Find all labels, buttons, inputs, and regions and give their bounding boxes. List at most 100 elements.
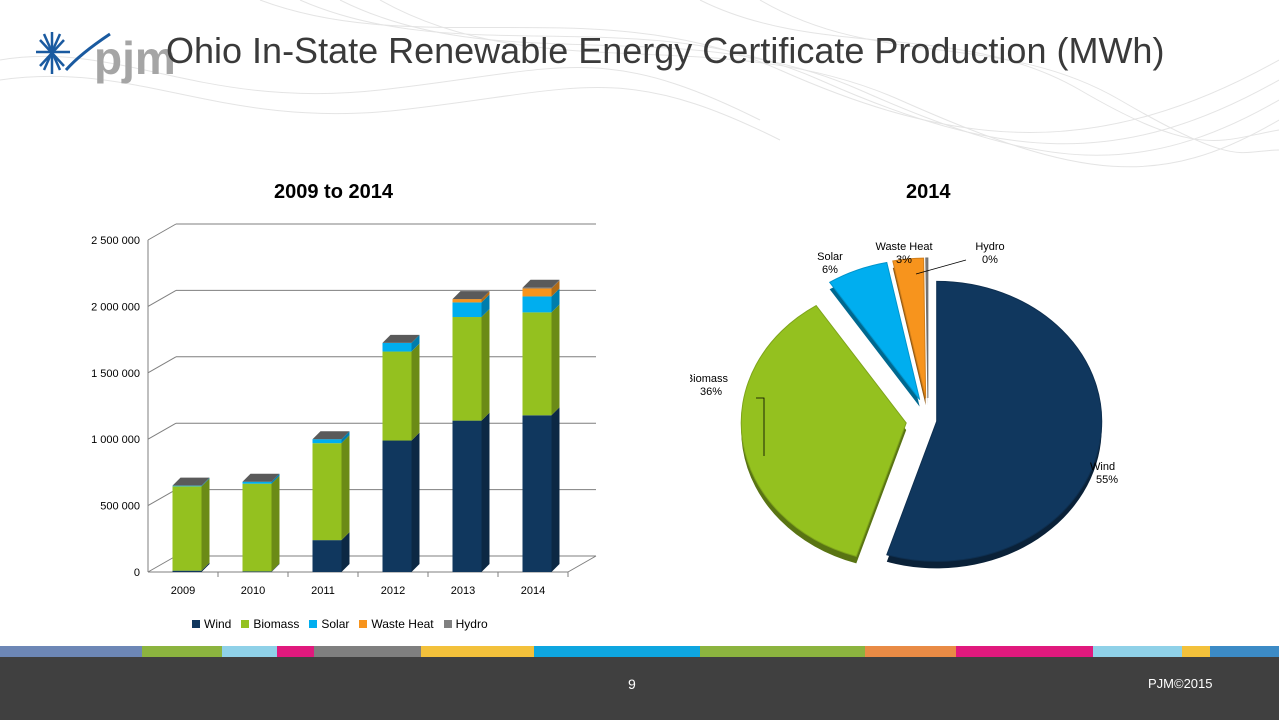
stripe-segment xyxy=(1093,646,1182,657)
bar-segment-biomass xyxy=(522,304,560,416)
legend-swatch-waste-heat xyxy=(359,620,368,628)
legend-label-waste-heat: Waste Heat xyxy=(371,617,434,631)
pie-slice-wind xyxy=(886,280,1103,569)
pie-slice-waste-heat xyxy=(892,257,927,406)
stripe-segment xyxy=(865,646,956,657)
bar-segment-wind xyxy=(382,432,420,572)
bar-top-cap xyxy=(172,477,210,486)
stripe-segment xyxy=(222,646,277,657)
bar-segment-solar xyxy=(522,288,560,313)
stripe-segment xyxy=(534,646,700,657)
bar-segment-waste-heat xyxy=(522,280,560,297)
pie-label-value-wind: 55% xyxy=(1096,474,1118,486)
legend-item-wind: Wind xyxy=(192,617,231,631)
x-tick-label: 2014 xyxy=(521,585,545,597)
legend-label-biomass: Biomass xyxy=(253,617,300,631)
logo-text: pjm xyxy=(94,32,176,84)
stripe-segment xyxy=(142,646,222,657)
bar-segment-solar xyxy=(382,334,420,352)
copyright-text: PJM©2015 xyxy=(1148,676,1213,691)
bar-segment-solar xyxy=(172,477,210,487)
pie-label-name-biomass: Biomass xyxy=(690,373,728,385)
bar-top-cap xyxy=(242,473,280,482)
legend-swatch-biomass xyxy=(241,620,250,628)
legend-swatch-hydro xyxy=(443,620,452,628)
y-tick-label: 1 000 000 xyxy=(91,434,140,446)
gridline-side xyxy=(147,555,177,573)
pie-label-name-solar: Solar xyxy=(817,251,843,263)
footer-bar xyxy=(0,657,1279,720)
y-tick-label: 2 000 000 xyxy=(91,301,140,313)
gridline-side xyxy=(147,289,177,307)
y-tick-label: 500 000 xyxy=(100,501,140,513)
gridline-side xyxy=(147,223,177,241)
pie-label-name-waste-heat: Waste Heat xyxy=(875,241,932,253)
stripe-segment xyxy=(956,646,1093,657)
bar-segment-solar xyxy=(312,431,350,444)
stripe-segment xyxy=(314,646,421,657)
leader-line-biomass xyxy=(756,397,765,456)
pie-label-value-solar: 6% xyxy=(822,264,838,276)
legend-label-solar: Solar xyxy=(321,617,350,631)
stripe-segment xyxy=(0,646,142,657)
pjm-logo: pjm xyxy=(30,24,220,90)
x-tick-label: 2010 xyxy=(241,585,265,597)
y-tick-label: 1 500 000 xyxy=(91,368,140,380)
color-stripe xyxy=(0,646,1279,657)
pie-slice-hydro xyxy=(925,257,929,406)
gridline-side xyxy=(147,489,177,507)
bar-segment-solar xyxy=(242,473,280,484)
bar-segment-biomass xyxy=(382,343,420,441)
page-number: 9 xyxy=(628,676,636,692)
legend-label-hydro: Hydro xyxy=(455,617,488,631)
bar-top-cap xyxy=(522,279,560,288)
bar-segment-biomass xyxy=(242,475,280,572)
pie-label-value-biomass: 36% xyxy=(700,386,722,398)
bar-segment-wind xyxy=(312,532,350,572)
leader-line-hydro xyxy=(915,259,967,275)
bar-segment-solar xyxy=(452,294,490,318)
x-tick-label: 2011 xyxy=(311,585,335,597)
page-title: Ohio In-State Renewable Energy Certifica… xyxy=(166,30,1165,71)
pie-chart-title: 2014 xyxy=(906,181,951,203)
pie-slice-solar xyxy=(828,261,921,407)
floor-edge xyxy=(567,555,597,573)
stacked-bar-chart: 0 500 000 1 000 000 1 500 000 2 000 000 2 500… xyxy=(91,223,597,597)
bar-segment-biomass xyxy=(312,435,350,541)
legend-item-hydro: Hydro xyxy=(443,617,488,631)
pie-slice-biomass xyxy=(740,304,907,564)
bar-segment-waste-heat xyxy=(452,291,490,303)
legend-label-wind: Wind xyxy=(204,617,232,631)
pie-label-name-hydro: Hydro xyxy=(975,241,1004,253)
stripe-segment xyxy=(1182,646,1210,657)
x-tick-label: 2012 xyxy=(381,585,405,597)
background-waves xyxy=(0,0,1279,168)
bar-segment-wind xyxy=(172,562,210,572)
bar-chart-title: 2009 to 2014 xyxy=(274,181,393,203)
bar-segment-wind xyxy=(242,563,280,572)
stripe-segment xyxy=(1210,646,1279,657)
pie-label-value-waste-heat: 3% xyxy=(896,254,912,266)
legend-item-solar: Solar xyxy=(309,617,349,631)
y-tick-label: 0 xyxy=(134,567,140,579)
pie-label-value-hydro: 0% xyxy=(982,254,998,266)
bar-segment-wind xyxy=(522,407,560,572)
x-tick-label: 2013 xyxy=(451,585,475,597)
gridline-side xyxy=(147,356,177,374)
bar-segment-biomass xyxy=(452,309,490,421)
stripe-segment xyxy=(421,646,534,657)
bar-top-cap xyxy=(382,334,420,343)
x-tick-label: 2009 xyxy=(171,585,195,597)
bar-segment-biomass xyxy=(172,478,210,571)
bar-chart-legend: Wind Biomass Solar Waste Heat Hydro xyxy=(192,617,488,631)
gridline-side xyxy=(147,422,177,440)
bar-segment-hydro xyxy=(522,279,560,289)
bar-segment-wind xyxy=(452,412,490,572)
stripe-segment xyxy=(277,646,314,657)
pjm-logo-graphic: pjm xyxy=(36,32,176,84)
legend-item-biomass: Biomass xyxy=(241,617,299,631)
legend-item-waste-heat: Waste Heat xyxy=(359,617,434,631)
y-tick-label: 2 500 000 xyxy=(91,235,140,247)
bar-top-cap xyxy=(312,431,350,440)
